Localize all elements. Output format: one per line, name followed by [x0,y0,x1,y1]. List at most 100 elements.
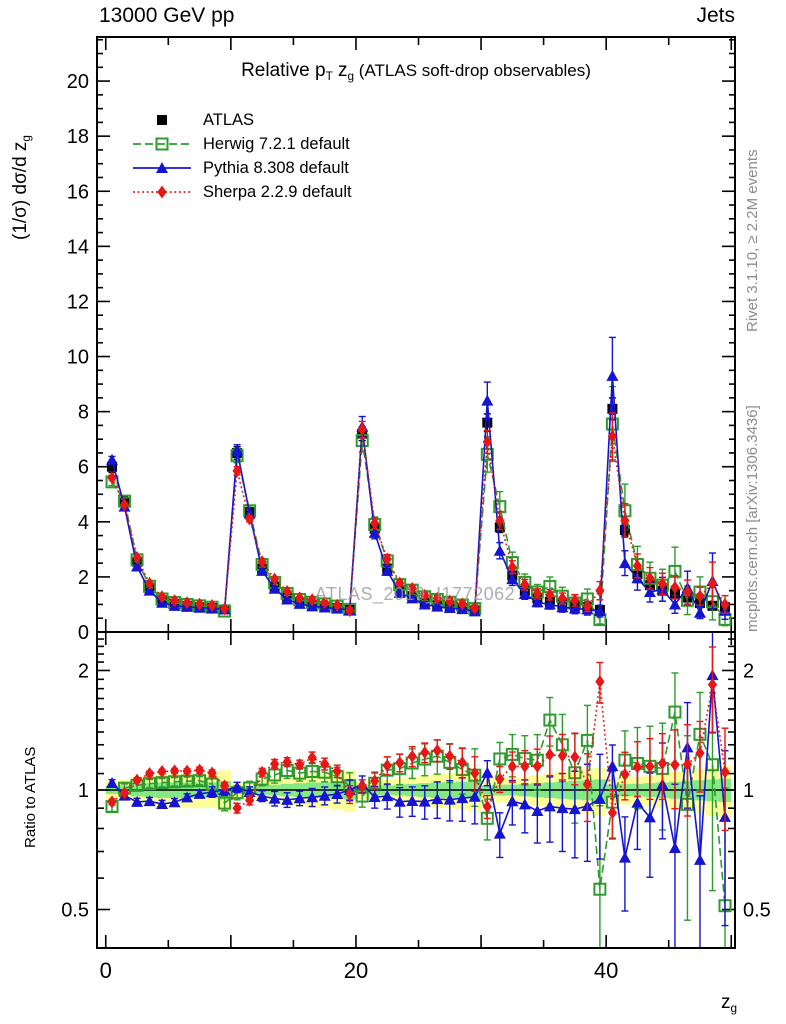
data-point-filled-triangle [393,795,406,807]
tick-label: 12 [67,291,89,313]
data-point-filled-triangle [631,796,644,808]
data-point-filled-diamond [682,585,693,599]
data-point-filled-diamond [169,594,180,608]
data-point-filled-diamond [395,576,405,590]
tick-label: 20 [67,71,89,93]
data-point-filled-triangle [418,598,431,610]
data-point-filled-diamond [194,763,205,777]
data-point-filled-diamond [307,751,317,765]
tick-label: 10 [67,347,89,369]
data-point-filled-triangle [481,394,494,406]
data-point-filled-triangle [693,606,706,618]
legend-item-atlas: ATLAS [131,108,352,132]
data-point-filled-diamond [144,767,155,781]
data-point-filled-diamond [169,764,180,778]
data-point-filled-diamond [320,596,330,610]
legend-item-pythia: Pythia 8.308 default [131,156,352,180]
legend-item-herwig: Herwig 7.2.1 default [131,132,352,156]
data-point-filled-diamond [107,471,117,485]
data-point-filled-triangle [556,601,569,613]
title-subscript-T: T [325,70,333,84]
data-point-filled-diamond [357,423,367,437]
data-point-filled-triangle [256,564,269,576]
x-axis-title: zg [721,992,737,1015]
data-point-filled-diamond [182,596,192,610]
data-point-filled-diamond [282,755,292,769]
data-point-filled-diamond [607,806,618,820]
data-point-filled-triangle [306,791,319,803]
data-point-filled-triangle [643,811,656,823]
data-point-filled-triangle [256,790,269,802]
data-point-filled-diamond [545,588,555,602]
mcplots-reference-note: mcplots.cern.ch [arXiv:1306.3436] [744,405,761,632]
data-point-filled-triangle [531,805,544,817]
data-point-filled-diamond [720,765,730,779]
data-point-filled-triangle [193,787,206,799]
data-point-filled-diamond [620,513,630,527]
data-point-filled-diamond [282,585,292,599]
data-point-filled-triangle [318,789,331,801]
data-point-filled-diamond [445,594,455,608]
data-point-filled-diamond [532,759,542,773]
data-point-filled-diamond [370,516,380,530]
tick-label: 18 [67,126,89,148]
data-point-filled-diamond [545,748,555,762]
data-point-filled-diamond [557,591,567,605]
data-point-filled-triangle [156,798,169,810]
data-point-filled-diamond [707,678,718,692]
ratio-y-axis-title: Ratio to ATLAS [22,746,39,848]
data-point-filled-diamond [157,765,167,779]
main-y-axis-title: (1/σ) dσ/d zg [10,135,33,240]
legend-marker-filled-triangle [133,162,191,173]
data-point-filled-square [157,115,167,125]
tick-label: 4 [78,512,89,534]
data-point-filled-diamond [645,571,655,585]
rivet-version-note: Rivet 3.1.10, ≥ 2.2M events [744,149,761,333]
tick-label: 0.5 [743,900,771,922]
data-point-filled-square [107,461,118,472]
data-point-filled-diamond [557,749,567,763]
data-point-filled-diamond [670,580,680,594]
data-point-open-square [155,137,169,151]
tick-label: 2 [743,660,754,682]
data-point-open-square [668,705,682,719]
data-point-filled-diamond [157,185,167,199]
data-point-filled-diamond [707,577,718,591]
data-point-filled-diamond [520,578,530,592]
data-point-filled-triangle [506,795,519,807]
data-point-filled-diamond [507,560,517,574]
data-point-open-square [493,752,507,766]
y-axis-title-subscript: g [20,135,34,142]
data-point-filled-triangle [106,776,119,788]
data-point-filled-triangle [156,162,168,173]
data-point-filled-triangle [231,444,244,456]
data-point-filled-diamond [220,779,230,793]
tick-label: 16 [67,181,89,203]
axis-ticks [97,37,735,949]
data-point-filled-diamond [295,758,305,772]
data-point-filled-diamond [495,772,505,786]
data-point-filled-diamond [595,584,605,598]
data-point-filled-triangle [268,582,281,594]
data-point-filled-diamond [395,756,405,770]
data-point-filled-diamond [132,551,142,565]
data-point-filled-triangle [668,842,681,854]
data-point-filled-diamond [570,593,580,607]
title-parenthetical: (ATLAS soft-drop observables) [354,61,591,80]
data-point-open-square [580,733,594,747]
data-point-filled-triangle [368,791,381,803]
analysis-id-watermark: ATLAS_2019_I1772062 [314,584,516,604]
data-point-filled-triangle [181,791,194,803]
data-point-filled-diamond [670,758,680,772]
data-point-filled-triangle [493,827,506,839]
tick-label: 0 [100,958,112,983]
data-point-filled-triangle [143,584,156,596]
data-point-filled-triangle [393,586,406,598]
data-point-filled-triangle [518,587,531,599]
data-point-filled-triangle [468,790,481,802]
data-point-filled-triangle [456,792,469,804]
data-point-filled-diamond [470,601,480,615]
ratio-line-herwig [111,711,726,906]
data-point-filled-diamond [432,743,442,757]
data-point-filled-triangle [618,851,631,863]
